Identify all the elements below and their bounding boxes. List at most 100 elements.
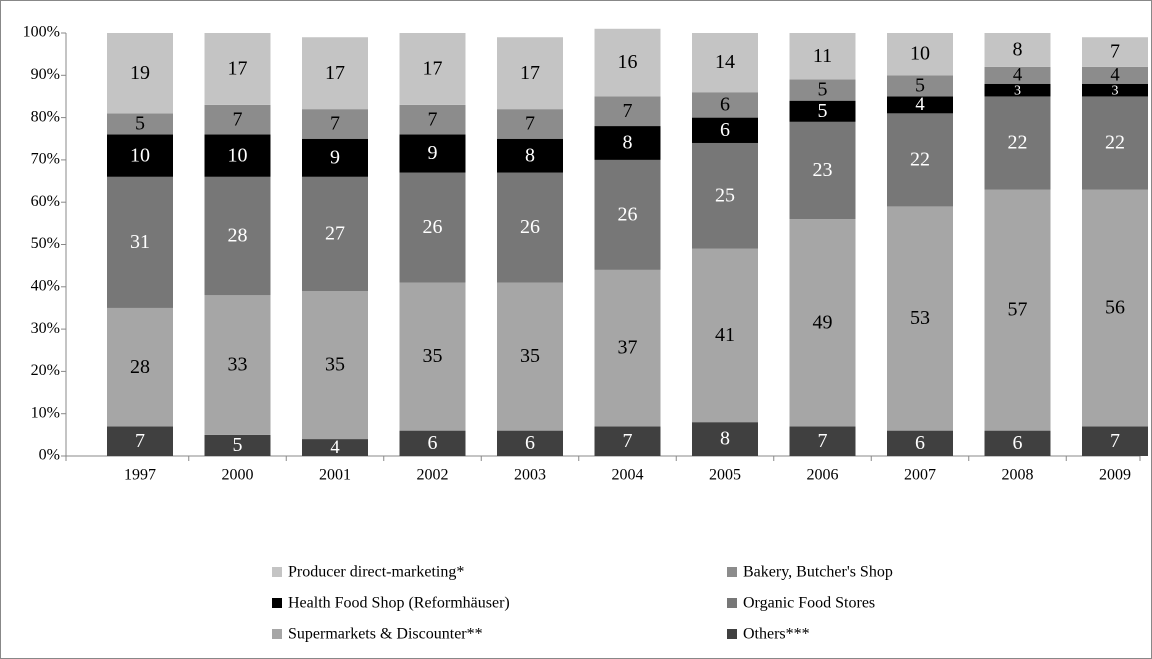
- data-label: 17: [423, 58, 443, 80]
- data-label: 7: [1110, 41, 1120, 63]
- bar-segment: [399, 282, 466, 431]
- bar-segment: [1082, 66, 1148, 84]
- bar-segment: [107, 33, 173, 114]
- bar-segment: [789, 121, 856, 220]
- data-label: 7: [623, 100, 633, 122]
- data-label: 33: [228, 354, 248, 376]
- bar-segment: [692, 117, 758, 143]
- bar-segment: [302, 439, 368, 456]
- bar-segment: [204, 176, 271, 296]
- bar-segment: [984, 430, 1051, 456]
- y-tick-label: 90%: [31, 66, 60, 83]
- bar-segment: [1082, 96, 1148, 190]
- bar-segment: [692, 92, 758, 118]
- bar-segment: [594, 96, 661, 127]
- bar-segment: [789, 79, 856, 101]
- data-label: 7: [330, 113, 340, 135]
- data-label: 17: [228, 58, 248, 80]
- data-label: 53: [910, 307, 930, 329]
- data-label: 22: [910, 148, 930, 170]
- data-label: 9: [330, 146, 340, 168]
- data-label: 7: [525, 113, 535, 135]
- bar-segment: [204, 33, 271, 105]
- bar-segment: [1082, 83, 1148, 97]
- bar-segment: [594, 159, 661, 270]
- bar-segment: [692, 422, 758, 456]
- data-label: 14: [715, 51, 735, 73]
- bar-segment: [984, 189, 1051, 431]
- data-label: 8: [623, 132, 633, 154]
- legend-swatch: [272, 598, 282, 608]
- data-label: 31: [130, 231, 150, 253]
- bar-segment: [204, 295, 271, 435]
- x-tick-label: 2000: [222, 467, 254, 484]
- data-label: 7: [818, 430, 828, 452]
- bar-segment: [302, 176, 368, 292]
- bar-segment: [887, 96, 953, 114]
- bar-segment: [204, 104, 271, 135]
- bar-segment: [399, 430, 466, 456]
- x-tick-label: 2003: [514, 467, 546, 484]
- data-label: 8: [525, 144, 535, 166]
- legend-swatch: [727, 598, 737, 608]
- bar-segment: [692, 142, 758, 249]
- bar-segment: [692, 248, 758, 423]
- data-label: 10: [130, 144, 150, 166]
- data-label: 6: [525, 432, 535, 454]
- data-label: 4: [330, 437, 340, 458]
- data-label: 5: [818, 100, 828, 122]
- legend-swatch: [272, 629, 282, 639]
- data-label: 35: [423, 345, 443, 367]
- y-tick-label: 40%: [31, 277, 60, 294]
- data-label: 3: [1014, 83, 1021, 98]
- data-label: 9: [428, 142, 438, 164]
- bar-segment: [107, 176, 173, 308]
- bar-segment: [887, 75, 953, 97]
- bar-segment: [302, 109, 368, 139]
- bar-segment: [789, 33, 856, 80]
- bar-segment: [302, 291, 368, 440]
- y-tick-label: 30%: [31, 320, 60, 337]
- bar-segment: [399, 172, 466, 283]
- bar-segment: [594, 28, 661, 97]
- y-tick-label: 20%: [31, 362, 60, 379]
- bar-segment: [984, 83, 1051, 97]
- bar-segment: [887, 33, 953, 76]
- data-label: 25: [715, 184, 735, 206]
- data-label: 26: [520, 216, 540, 238]
- bar-segment: [887, 113, 953, 207]
- data-label: 26: [618, 203, 638, 225]
- data-label: 27: [325, 223, 345, 245]
- data-label: 4: [1013, 65, 1023, 86]
- bar-segment: [399, 104, 466, 135]
- data-label: 3: [1112, 83, 1119, 98]
- legend-swatch: [727, 567, 737, 577]
- bar-segment: [887, 206, 953, 431]
- bar-segment: [789, 219, 856, 427]
- data-label: 6: [720, 119, 730, 141]
- bar-segment: [984, 66, 1051, 84]
- bar-segment: [107, 307, 173, 427]
- legend-label: Bakery, Butcher's Shop: [743, 564, 893, 581]
- bar-segment: [1082, 426, 1148, 456]
- bar-segment: [984, 33, 1051, 67]
- bar-segment: [204, 134, 271, 177]
- legend-label: Supermarkets & Discounter**: [288, 626, 483, 643]
- data-label: 56: [1105, 297, 1125, 319]
- y-tick-label: 0%: [39, 447, 60, 464]
- bar-segment: [107, 134, 173, 177]
- data-label: 7: [428, 108, 438, 130]
- x-tick-label: 2006: [807, 467, 839, 484]
- data-label: 17: [325, 62, 345, 84]
- y-tick-label: 10%: [31, 404, 60, 421]
- data-label: 22: [1105, 132, 1125, 154]
- x-tick-label: 2008: [1002, 467, 1034, 484]
- bar-segment: [984, 96, 1051, 190]
- bar-segment: [497, 138, 563, 173]
- y-tick-label: 70%: [31, 151, 60, 168]
- bar-segment: [887, 430, 953, 456]
- data-label: 57: [1008, 299, 1028, 321]
- data-label: 7: [135, 430, 145, 452]
